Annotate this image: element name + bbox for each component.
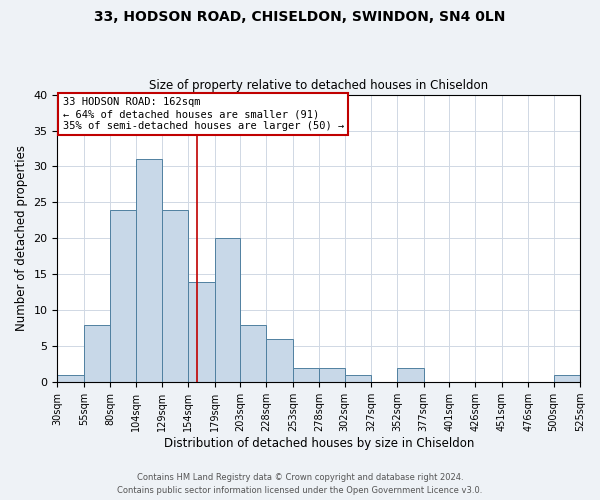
Text: Contains HM Land Registry data © Crown copyright and database right 2024.
Contai: Contains HM Land Registry data © Crown c…: [118, 474, 482, 495]
Text: 33 HODSON ROAD: 162sqm
← 64% of detached houses are smaller (91)
35% of semi-det: 33 HODSON ROAD: 162sqm ← 64% of detached…: [62, 98, 344, 130]
X-axis label: Distribution of detached houses by size in Chiseldon: Distribution of detached houses by size …: [164, 437, 474, 450]
Bar: [266, 339, 293, 382]
Bar: [554, 375, 580, 382]
Y-axis label: Number of detached properties: Number of detached properties: [15, 146, 28, 332]
Bar: [110, 210, 136, 382]
Title: Size of property relative to detached houses in Chiseldon: Size of property relative to detached ho…: [149, 79, 488, 92]
Bar: [136, 160, 162, 382]
Bar: [344, 375, 371, 382]
Bar: [240, 324, 266, 382]
Bar: [58, 375, 84, 382]
Bar: [397, 368, 424, 382]
Bar: [162, 210, 188, 382]
Bar: [188, 282, 215, 382]
Bar: [319, 368, 344, 382]
Text: 33, HODSON ROAD, CHISELDON, SWINDON, SN4 0LN: 33, HODSON ROAD, CHISELDON, SWINDON, SN4…: [94, 10, 506, 24]
Bar: [293, 368, 319, 382]
Bar: [215, 238, 240, 382]
Bar: [84, 324, 110, 382]
